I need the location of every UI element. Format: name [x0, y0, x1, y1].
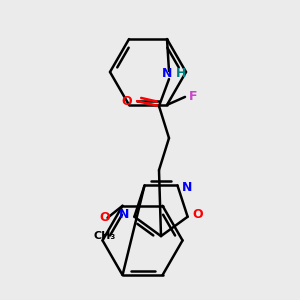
Text: N: N: [119, 208, 130, 221]
Text: N: N: [162, 67, 172, 80]
Text: H: H: [176, 67, 186, 80]
Text: N: N: [182, 181, 193, 194]
Text: O: O: [192, 208, 203, 221]
Text: O: O: [122, 94, 132, 108]
Text: O: O: [99, 211, 110, 224]
Text: F: F: [189, 90, 197, 104]
Text: CH₃: CH₃: [93, 231, 116, 241]
